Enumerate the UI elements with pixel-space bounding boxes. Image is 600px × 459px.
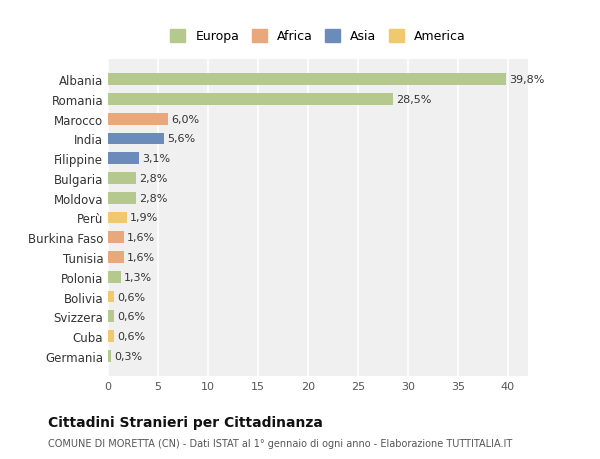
Text: Cittadini Stranieri per Cittadinanza: Cittadini Stranieri per Cittadinanza	[48, 415, 323, 429]
Bar	[108, 212, 127, 224]
Text: 39,8%: 39,8%	[509, 75, 544, 85]
Bar	[108, 94, 393, 106]
Bar	[108, 311, 114, 323]
Text: 2,8%: 2,8%	[139, 174, 167, 184]
Text: 0,6%: 0,6%	[117, 292, 145, 302]
Bar	[108, 173, 136, 185]
Bar	[108, 291, 114, 303]
Text: 1,6%: 1,6%	[127, 233, 155, 243]
Bar	[108, 113, 168, 125]
Bar	[108, 192, 136, 204]
Bar	[108, 252, 124, 263]
Bar	[108, 350, 111, 362]
Bar	[108, 153, 139, 165]
Bar	[108, 232, 124, 244]
Text: COMUNE DI MORETTA (CN) - Dati ISTAT al 1° gennaio di ogni anno - Elaborazione TU: COMUNE DI MORETTA (CN) - Dati ISTAT al 1…	[48, 438, 512, 448]
Bar	[108, 330, 114, 342]
Text: 1,6%: 1,6%	[127, 252, 155, 263]
Text: 2,8%: 2,8%	[139, 193, 167, 203]
Text: 3,1%: 3,1%	[142, 154, 170, 164]
Bar	[108, 74, 506, 86]
Legend: Europa, Africa, Asia, America: Europa, Africa, Asia, America	[166, 25, 470, 48]
Bar	[108, 271, 121, 283]
Text: 6,0%: 6,0%	[171, 114, 199, 124]
Text: 1,3%: 1,3%	[124, 272, 152, 282]
Text: 0,3%: 0,3%	[114, 351, 142, 361]
Text: 5,6%: 5,6%	[167, 134, 195, 144]
Text: 0,6%: 0,6%	[117, 331, 145, 341]
Text: 28,5%: 28,5%	[396, 95, 431, 105]
Text: 0,6%: 0,6%	[117, 312, 145, 322]
Bar	[108, 133, 164, 145]
Text: 1,9%: 1,9%	[130, 213, 158, 223]
